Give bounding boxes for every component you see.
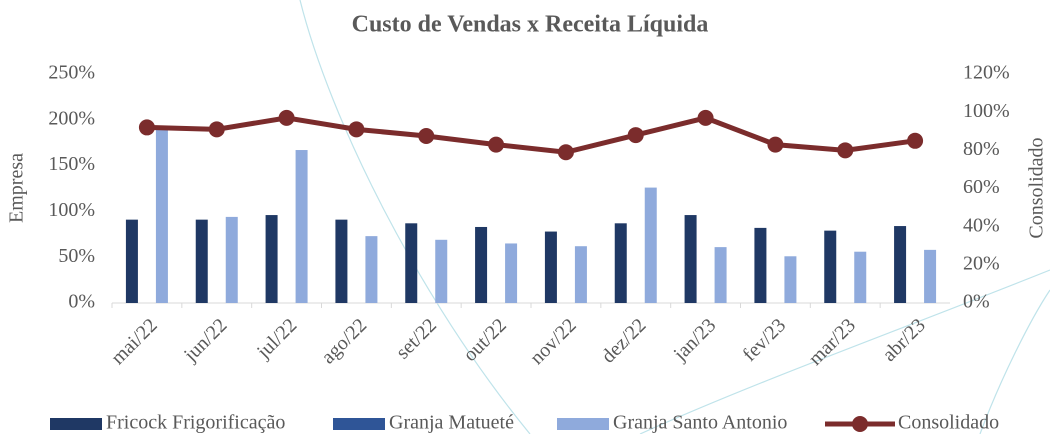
line-point [697,109,714,126]
line-point [767,136,784,153]
x-tick-label: fev/23 [739,314,791,366]
bar [714,247,727,303]
bar [365,236,378,303]
y-tick-label: 100% [48,199,95,221]
x-tick-label: ago/22 [317,314,371,368]
bar [784,256,797,303]
bar [155,128,168,303]
legend-swatch [333,418,385,430]
x-tick-label: mar/23 [804,314,860,370]
legend-label: Granja Matueté [389,412,514,434]
bar [435,239,448,303]
y2-tick-label: 100% [963,100,1010,122]
y-tick-label: 150% [48,153,95,175]
x-tick-label: jul/22 [252,314,301,363]
line-point [557,144,574,161]
x-tick-label: jun/22 [179,314,231,366]
chart-title: Custo de Vendas x Receita Líquida [352,12,709,38]
bar [644,187,657,303]
bar [854,251,867,303]
bar [574,246,587,303]
line-point [907,132,924,149]
legend-swatch [50,418,102,430]
legend-swatch [852,416,868,432]
y-tick-label: 250% [48,62,95,84]
bar [265,215,278,303]
y2-tick-label: 80% [963,138,1000,160]
line-point [278,109,295,126]
x-tick-label: dez/22 [597,314,650,367]
y-axis-title: Empresa [6,153,28,223]
y-tick-label: 200% [48,107,95,129]
y2-tick-label: 0% [963,291,990,313]
legend-label: Fricock Frigorificação [106,412,285,434]
bar [125,219,138,303]
bar [195,219,208,303]
line-point [138,119,155,136]
bar [894,226,907,303]
decor-curve [299,0,531,434]
line-point [348,121,365,138]
y2-axis-title: Consolidado [1026,137,1048,238]
decor-curve [639,269,1050,434]
y-tick-label: 50% [58,245,95,267]
x-tick-label: jan/23 [669,314,721,366]
bar [225,216,238,303]
decor-curve [979,289,1050,434]
legend-swatch [557,418,609,430]
bar [684,215,697,303]
x-tick-label: set/22 [392,314,441,363]
bar [295,150,308,303]
bar [754,227,767,303]
bar [824,230,837,303]
x-tick-label: out/22 [459,314,511,366]
x-tick-label: mai/22 [107,314,162,369]
bar [544,231,557,303]
bar [614,223,627,303]
y2-tick-label: 120% [963,62,1010,84]
bar [475,226,488,303]
x-tick-label: nov/22 [526,314,581,369]
line-point [418,128,435,145]
bar [335,219,348,303]
x-tick-label: abr/23 [878,314,930,366]
legend-label: Consolidado [898,412,999,434]
line-point [488,136,505,153]
y2-tick-label: 60% [963,176,1000,198]
bar [505,243,518,303]
line [146,115,916,155]
line-point [208,121,225,138]
bar [924,249,937,303]
y-tick-label: 0% [68,291,95,313]
bar [405,223,418,303]
y2-tick-label: 40% [963,214,1000,236]
legend-label: Granja Santo Antonio [613,412,787,434]
line-point [837,142,854,159]
y2-tick-label: 20% [963,252,1000,274]
line-point [627,127,644,144]
